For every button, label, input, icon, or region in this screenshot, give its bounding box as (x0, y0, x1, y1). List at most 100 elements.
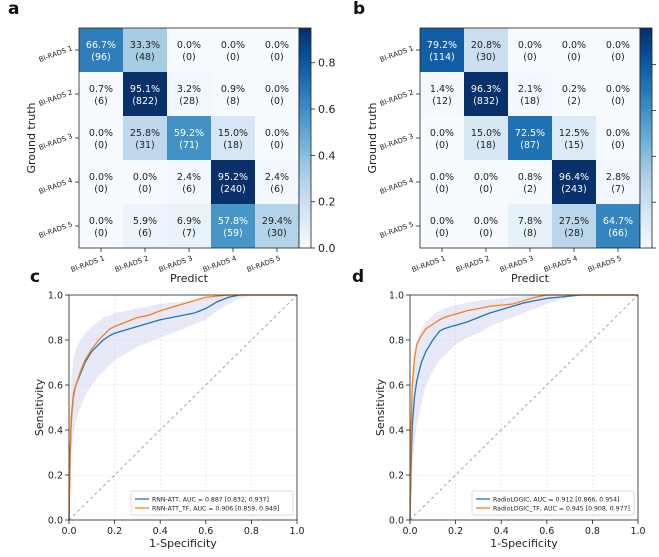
colorbar-segment (299, 207, 311, 212)
cell-percent-label: 25.8% (130, 128, 160, 139)
cell-percent-label: 0.0% (89, 216, 113, 227)
heatmap-cell (508, 116, 552, 160)
x-tick-label: 0.0 (61, 526, 76, 537)
y-tick-label: 0.2 (48, 471, 63, 482)
heatmap-cell (508, 28, 552, 72)
x-axis-label: 1-Specificity (149, 537, 217, 550)
heatmap-cell (167, 28, 211, 72)
colorbar-segment (640, 53, 652, 58)
x-tick-label: BI-RADS 1 (411, 254, 447, 274)
colorbar-segment (299, 171, 311, 176)
cell-count-label: (0) (479, 228, 492, 239)
colorbar-segment (299, 244, 311, 249)
cell-count-label: (0) (270, 140, 283, 151)
cell-percent-label: 0.0% (606, 40, 630, 51)
cell-percent-label: 0.0% (474, 172, 498, 183)
colorbar (639, 27, 656, 249)
colorbar-segment (640, 211, 652, 216)
legend: RNN-ATT, AUC = 0.887 [0.832, 0.937] RNN-A… (130, 490, 294, 516)
cell-percent-label: 95.2% (218, 172, 248, 183)
chance-diagonal-line (409, 294, 639, 521)
colorbar-segment (299, 134, 311, 139)
colorbar-segment (299, 94, 311, 99)
colorbar-segment (640, 204, 652, 209)
cell-percent-label: 0.0% (133, 172, 157, 183)
heatmap-cell (211, 116, 255, 160)
colorbar-segment (640, 42, 652, 47)
cell-count-label: (822) (132, 96, 158, 107)
heatmap-cell (255, 204, 299, 248)
cell-count-label: (832) (473, 96, 499, 107)
x-tick-label: 0.0 (402, 526, 417, 537)
colorbar-segment (299, 229, 311, 234)
panel-letter-c: c (30, 267, 40, 287)
heatmap-cell (552, 160, 596, 204)
heatmap-cell (420, 72, 464, 116)
colorbar-segment (640, 123, 652, 128)
colorbar-segment (640, 196, 652, 201)
cell-percent-label: 0.2% (562, 84, 586, 95)
colorbar-segment (640, 149, 652, 154)
heatmap-cell (508, 160, 552, 204)
cell-percent-label: 59.2% (174, 128, 204, 139)
heatmap-cell (596, 72, 640, 116)
cell-percent-label: 0.0% (430, 216, 454, 227)
heatmap-cell (508, 72, 552, 116)
colorbar-segment (640, 86, 652, 91)
cell-percent-label: 57.8% (218, 216, 248, 227)
colorbar-segment (299, 72, 311, 77)
cell-percent-label: 0.0% (89, 172, 113, 183)
cell-count-label: (2) (523, 184, 536, 195)
colorbar-segment (640, 156, 652, 161)
panel-letter-d: d (352, 267, 364, 287)
heatmap-cell (123, 204, 167, 248)
cell-count-label: (0) (94, 184, 107, 195)
colorbar-segment (299, 145, 311, 150)
panel-letter-a: a (8, 0, 19, 19)
y-axis-label: Ground truth (25, 102, 38, 173)
cell-percent-label: 79.2% (427, 40, 457, 51)
confidence-band (69, 295, 297, 520)
colorbar-segment (640, 145, 652, 150)
colorbar-segment (640, 61, 652, 66)
heatmap-cell (464, 204, 508, 248)
cell-count-label: (0) (435, 184, 448, 195)
colorbar-segment (299, 189, 311, 194)
colorbar-segment (640, 75, 652, 80)
cell-count-label: (243) (561, 184, 587, 195)
cell-percent-label: 0.0% (89, 128, 113, 139)
heatmap-cell (420, 116, 464, 160)
heatmap-cell (123, 28, 167, 72)
colorbar-segment (640, 112, 652, 117)
cell-percent-label: 0.8% (518, 172, 542, 183)
colorbar-segment (640, 244, 652, 249)
colorbar-segment (299, 90, 311, 95)
cell-percent-label: 0.0% (606, 128, 630, 139)
legend-box (471, 490, 635, 516)
cell-percent-label: 2.8% (606, 172, 630, 183)
cell-percent-label: 0.0% (221, 40, 245, 51)
colorbar-segment (640, 108, 652, 113)
colorbar-segment (640, 189, 652, 194)
cell-count-label: (2) (567, 96, 580, 107)
colorbar-segment (299, 204, 311, 209)
cell-percent-label: 2.4% (265, 172, 289, 183)
heatmap-cell (596, 116, 640, 160)
colorbar-segment (640, 182, 652, 187)
cell-percent-label: 20.8% (471, 40, 501, 51)
colorbar-segment (299, 68, 311, 73)
cell-count-label: (6) (94, 96, 107, 107)
colorbar-segment (299, 200, 311, 205)
x-tick-label: BI-RADS 5 (587, 254, 623, 274)
x-axis-label: Predict (511, 272, 550, 285)
cell-count-label: (0) (435, 228, 448, 239)
colorbar-segment (299, 53, 311, 58)
colorbar-segment (299, 108, 311, 113)
cell-count-label: (6) (138, 228, 151, 239)
colorbar-segment (299, 119, 311, 124)
colorbar-segment (640, 138, 652, 143)
colorbar-segment (640, 185, 652, 190)
colorbar-segment (640, 35, 652, 40)
colorbar-segment (299, 156, 311, 161)
